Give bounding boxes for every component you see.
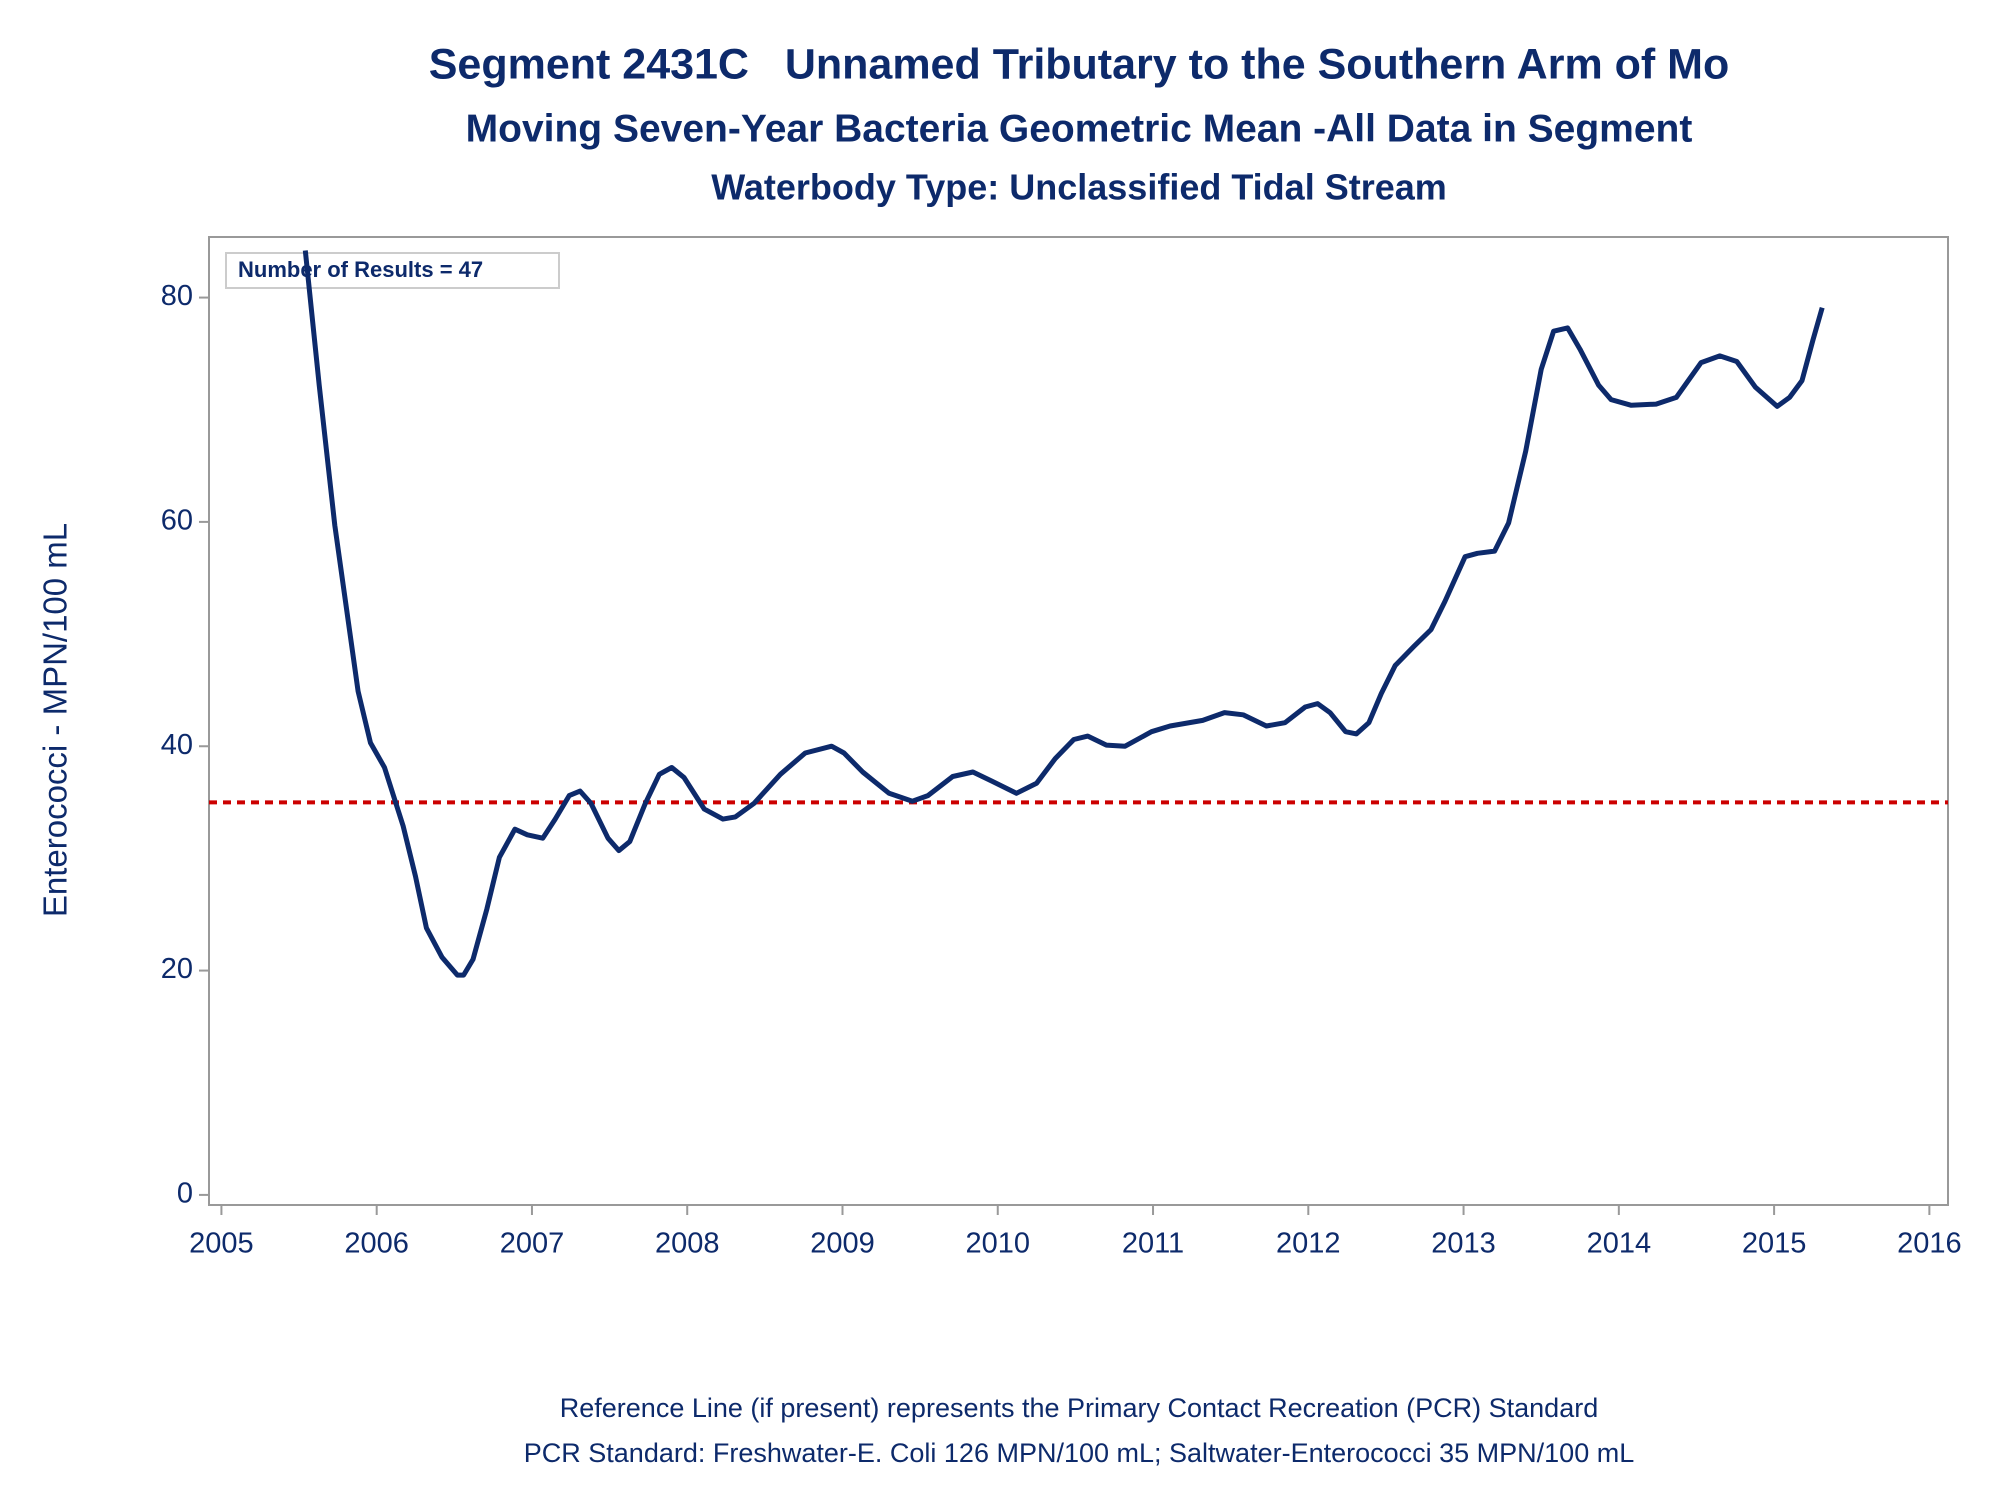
x-tick-label: 2008 (655, 1228, 720, 1260)
x-tick-label: 2010 (966, 1228, 1031, 1260)
annotation-box (225, 252, 560, 289)
chart-subtitle: Waterbody Type: Unclassified Tidal Strea… (711, 167, 1447, 208)
chart-title: Segment 2431C Unnamed Tributary to the S… (429, 40, 1730, 88)
plot-frame (208, 236, 1949, 1206)
footnote: PCR Standard: Freshwater-E. Coli 126 MPN… (524, 1438, 1634, 1468)
data-line (302, 250, 1825, 978)
x-tick-label: 2005 (189, 1228, 254, 1260)
annotation: Number of Results = 47 (238, 257, 483, 282)
chart-subtitle: Moving Seven-Year Bacteria Geometric Mea… (466, 107, 1693, 150)
y-tick-label: 0 (177, 1178, 193, 1210)
x-tick-label: 2016 (1897, 1228, 1962, 1260)
x-tick-label: 2007 (500, 1228, 565, 1260)
x-tick-label: 2012 (1276, 1228, 1341, 1260)
x-tick-label: 2011 (1122, 1228, 1184, 1260)
y-axis-label: Enterococci - MPN/100 mL (37, 523, 74, 917)
y-tick-label: 40 (161, 729, 193, 761)
x-tick-label: 2015 (1742, 1228, 1807, 1260)
y-tick-label: 80 (161, 280, 193, 312)
x-tick-label: 2009 (810, 1228, 875, 1260)
footnote: Reference Line (if present) represents t… (560, 1393, 1598, 1423)
x-tick-label: 2014 (1587, 1228, 1652, 1260)
x-tick-label: 2013 (1431, 1228, 1496, 1260)
y-tick-label: 20 (161, 953, 193, 985)
x-tick-label: 2006 (344, 1228, 409, 1260)
y-tick-label: 60 (161, 505, 193, 537)
